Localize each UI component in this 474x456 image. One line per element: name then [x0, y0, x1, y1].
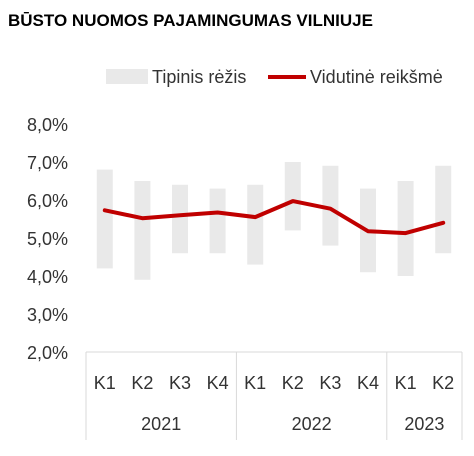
average-point: [254, 216, 256, 218]
range-bar: [435, 165, 452, 254]
average-point: [292, 200, 294, 202]
y-axis: 8,0% 7,0% 6,0% 5,0% 4,0% 3,0% 2,0%: [27, 115, 68, 363]
group-label: 2021: [141, 414, 181, 434]
average-point: [104, 209, 106, 211]
y-tick-label: 7,0%: [27, 153, 68, 173]
average-line: [102, 199, 446, 236]
legend-range-label: Tipinis rėžis: [152, 67, 246, 87]
x-tick-label: K2: [282, 373, 304, 393]
legend-range-swatch: [106, 69, 148, 84]
average-series: [102, 199, 446, 236]
average-point: [141, 217, 143, 219]
average-point: [367, 230, 369, 232]
legend-line-label: Vidutinė reikšmė: [310, 67, 443, 87]
average-point: [442, 222, 444, 224]
range-bar: [134, 181, 151, 280]
range-bar: [209, 188, 226, 254]
range-bar: [247, 184, 264, 265]
range-bar: [172, 184, 188, 254]
y-tick-label: 5,0%: [27, 229, 68, 249]
range-bar: [322, 165, 339, 246]
x-tick-label: K2: [131, 373, 153, 393]
average-point: [329, 208, 331, 210]
x-tick-label: K1: [395, 373, 417, 393]
range-bars: [96, 162, 452, 280]
x-tick-label: K3: [169, 373, 191, 393]
average-point: [179, 214, 181, 216]
x-axis: K1 K2 K3 K4 K1 K2 K3 K4 K1 K2 2021 2022 2023: [85, 351, 463, 440]
y-tick-label: 2,0%: [27, 343, 68, 363]
range-bar: [284, 162, 301, 231]
average-point: [405, 232, 407, 234]
group-label: 2023: [404, 414, 444, 434]
group-label: 2022: [292, 414, 332, 434]
x-tick-label: K1: [94, 373, 116, 393]
legend: Tipinis rėžis Vidutinė reikšmė: [106, 67, 443, 87]
x-tick-label: K4: [357, 373, 379, 393]
y-tick-label: 3,0%: [27, 305, 68, 325]
y-tick-label: 4,0%: [27, 267, 68, 287]
x-tick-label: K1: [244, 373, 266, 393]
x-tick-label: K4: [207, 373, 229, 393]
average-point: [217, 212, 219, 214]
y-tick-label: 8,0%: [27, 115, 68, 135]
x-tick-label: K3: [319, 373, 341, 393]
y-tick-label: 6,0%: [27, 191, 68, 211]
range-bar: [397, 181, 414, 276]
chart-title: BŪSTO NUOMOS PAJAMINGUMAS VILNIUJE: [8, 11, 373, 30]
range-bar: [96, 169, 113, 269]
x-tick-label: K2: [432, 373, 454, 393]
